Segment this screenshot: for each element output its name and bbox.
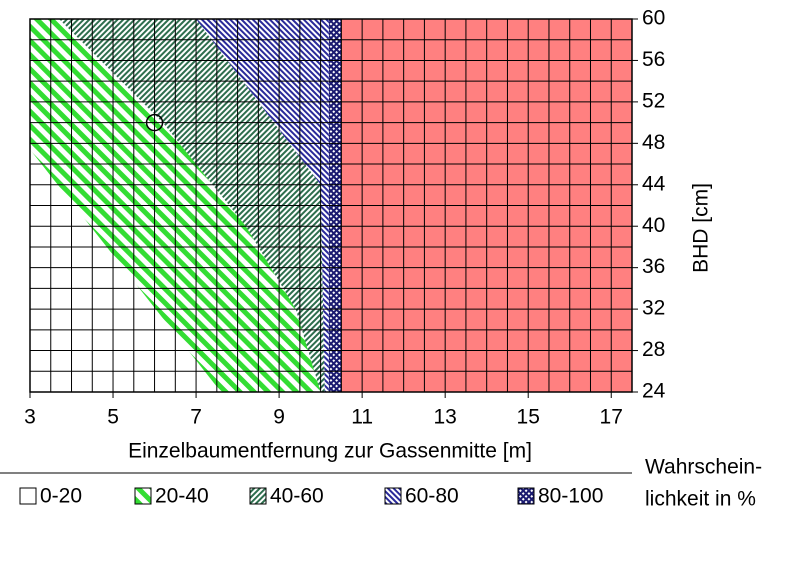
- plot-border: [29, 18, 633, 393]
- legend-title: lichkeit in %: [645, 488, 756, 511]
- legend-swatch: [517, 487, 535, 505]
- legend-swatch: [134, 487, 152, 505]
- x-tick-label: 17: [600, 406, 623, 429]
- legend-label: 80-100: [538, 485, 603, 508]
- x-tick-label: 15: [517, 406, 540, 429]
- legend-title: Wahrschein-: [645, 456, 762, 479]
- x-tick-label: 7: [190, 406, 202, 429]
- marker: [145, 113, 164, 132]
- legend-label: 60-80: [405, 485, 459, 508]
- legend-label: 0-20: [40, 485, 82, 508]
- x-tick-label: 3: [24, 406, 36, 429]
- x-tick-label: 9: [273, 406, 285, 429]
- x-tick-label: 13: [433, 406, 456, 429]
- y-tick-label: 36: [642, 255, 665, 278]
- y-tick-label: 60: [642, 7, 665, 30]
- legend-swatch: [249, 487, 267, 505]
- y-tick-label: 28: [642, 338, 665, 361]
- x-axis-title: Einzelbaumentfernung zur Gassenmitte [m]: [128, 440, 532, 463]
- y-tick-label: 48: [642, 131, 665, 154]
- y-axis-title: BHD [cm]: [690, 183, 713, 273]
- x-tick-label: 11: [351, 406, 373, 429]
- y-tick-label: 56: [642, 48, 665, 71]
- y-tick-label: 52: [642, 89, 665, 112]
- legend-swatch: [19, 487, 37, 505]
- x-tick-label: 5: [107, 406, 119, 429]
- y-tick-label: 40: [642, 214, 665, 237]
- legend-swatch: [384, 487, 402, 505]
- region: [196, 19, 329, 392]
- legend-label: 40-60: [270, 485, 324, 508]
- y-tick-label: 44: [642, 172, 666, 195]
- legend-label: 20-40: [155, 485, 209, 508]
- y-tick-label: 32: [642, 297, 665, 320]
- y-tick-label: 24: [642, 380, 666, 403]
